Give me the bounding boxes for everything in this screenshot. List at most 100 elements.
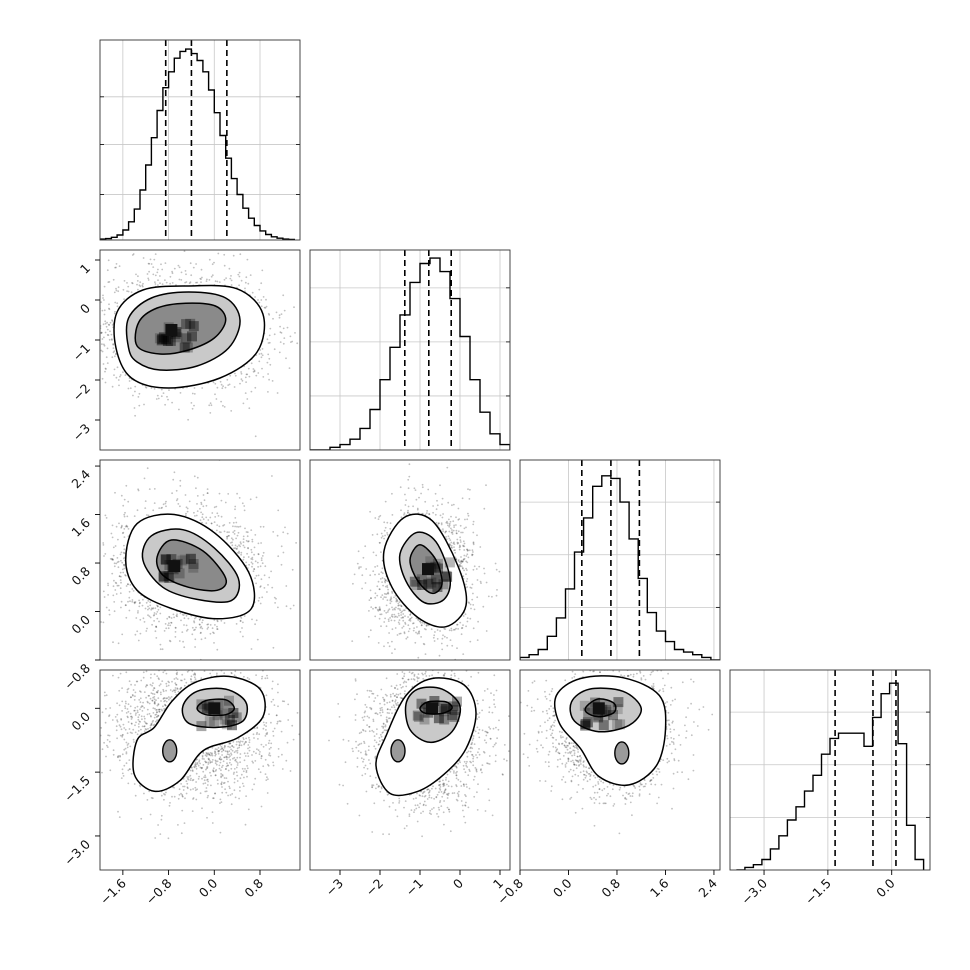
scatter-point xyxy=(220,531,222,534)
scatter-point xyxy=(112,585,115,588)
scatter-point xyxy=(237,526,240,528)
scatter-point xyxy=(200,278,202,280)
scatter-point xyxy=(242,635,244,638)
scatter-point xyxy=(239,541,242,544)
scatter-point xyxy=(268,314,271,316)
scatter-point xyxy=(176,615,179,618)
scatter-point xyxy=(246,258,249,261)
scatter-point xyxy=(152,266,155,268)
scatter-point xyxy=(198,619,201,621)
scatter-point xyxy=(54,325,56,327)
scatter-point xyxy=(126,515,129,518)
scatter-point xyxy=(254,577,256,580)
scatter-point xyxy=(103,343,105,346)
scatter-point xyxy=(232,521,235,524)
scatter-point xyxy=(234,544,237,547)
scatter-point xyxy=(265,298,267,301)
scatter-point xyxy=(261,562,264,565)
scatter-point xyxy=(207,623,210,626)
scatter-point xyxy=(73,544,75,546)
scatter-point xyxy=(104,381,107,384)
scatter-point xyxy=(199,277,202,280)
scatter-point xyxy=(154,274,157,277)
scatter-point xyxy=(105,325,108,328)
scatter-point xyxy=(258,288,261,291)
scatter-point xyxy=(161,268,164,271)
scatter-point xyxy=(93,275,95,277)
scatter-point xyxy=(110,338,113,340)
scatter-point xyxy=(120,551,123,554)
scatter-point xyxy=(400,614,402,616)
scatter-point xyxy=(271,475,273,477)
scatter-point xyxy=(277,509,280,512)
scatter-point xyxy=(114,266,116,269)
density-block xyxy=(179,342,190,353)
scatter-point xyxy=(116,561,119,564)
scatter-point xyxy=(90,320,92,322)
scatter-point xyxy=(114,355,116,358)
scatter-point xyxy=(289,607,292,610)
pair-panel-2-1 xyxy=(351,463,501,660)
scatter-point xyxy=(263,587,266,589)
scatter-point xyxy=(112,554,115,557)
scatter-point xyxy=(123,556,126,559)
scatter-point xyxy=(469,488,471,491)
density-peak xyxy=(165,324,178,336)
scatter-point xyxy=(60,560,62,562)
density-block xyxy=(157,334,168,345)
scatter-point xyxy=(379,578,382,580)
scatter-point xyxy=(147,605,149,608)
scatter-point xyxy=(104,322,107,325)
scatter-point xyxy=(175,489,178,492)
scatter-point xyxy=(141,284,144,287)
scatter-point xyxy=(232,538,234,541)
scatter-point xyxy=(211,512,214,514)
scatter-point xyxy=(119,587,122,590)
scatter-point xyxy=(253,370,256,373)
scatter-point xyxy=(285,585,288,587)
scatter-point xyxy=(223,264,226,267)
scatter-point xyxy=(122,531,125,534)
scatter-point xyxy=(82,362,84,364)
scatter-point xyxy=(176,613,178,616)
scatter-point xyxy=(123,298,125,301)
scatter-point xyxy=(200,638,203,641)
scatter-point xyxy=(222,524,225,527)
scatter-point xyxy=(247,547,249,549)
scatter-point xyxy=(450,531,453,534)
scatter-point xyxy=(128,596,131,599)
scatter-point xyxy=(96,584,98,586)
scatter-point xyxy=(93,276,95,278)
scatter-point xyxy=(116,584,119,587)
scatter-point xyxy=(155,637,158,639)
scatter-point xyxy=(121,633,124,636)
scatter-point xyxy=(462,653,465,655)
scatter-point xyxy=(267,373,269,375)
scatter-point xyxy=(108,613,111,616)
scatter-point xyxy=(124,511,126,514)
scatter-point xyxy=(113,374,115,376)
scatter-point xyxy=(123,548,126,551)
scatter-point xyxy=(112,343,115,346)
scatter-point xyxy=(168,639,171,642)
scatter-point xyxy=(249,498,252,501)
scatter-point xyxy=(123,515,126,518)
scatter-point xyxy=(94,302,96,304)
scatter-point xyxy=(250,561,253,564)
scatter-point xyxy=(440,522,443,524)
contour-line-2 xyxy=(113,284,266,389)
scatter-point xyxy=(101,338,104,340)
scatter-point xyxy=(286,326,289,329)
scatter-point xyxy=(227,535,230,537)
scatter-point xyxy=(168,615,171,618)
scatter-point xyxy=(131,588,134,590)
scatter-point xyxy=(234,525,237,528)
scatter-point xyxy=(102,297,104,299)
scatter-point xyxy=(261,555,264,557)
scatter-point xyxy=(462,540,465,543)
scatter-point xyxy=(172,478,175,481)
scatter-point xyxy=(282,531,285,534)
scatter-point xyxy=(244,281,247,284)
scatter-point xyxy=(155,398,158,400)
